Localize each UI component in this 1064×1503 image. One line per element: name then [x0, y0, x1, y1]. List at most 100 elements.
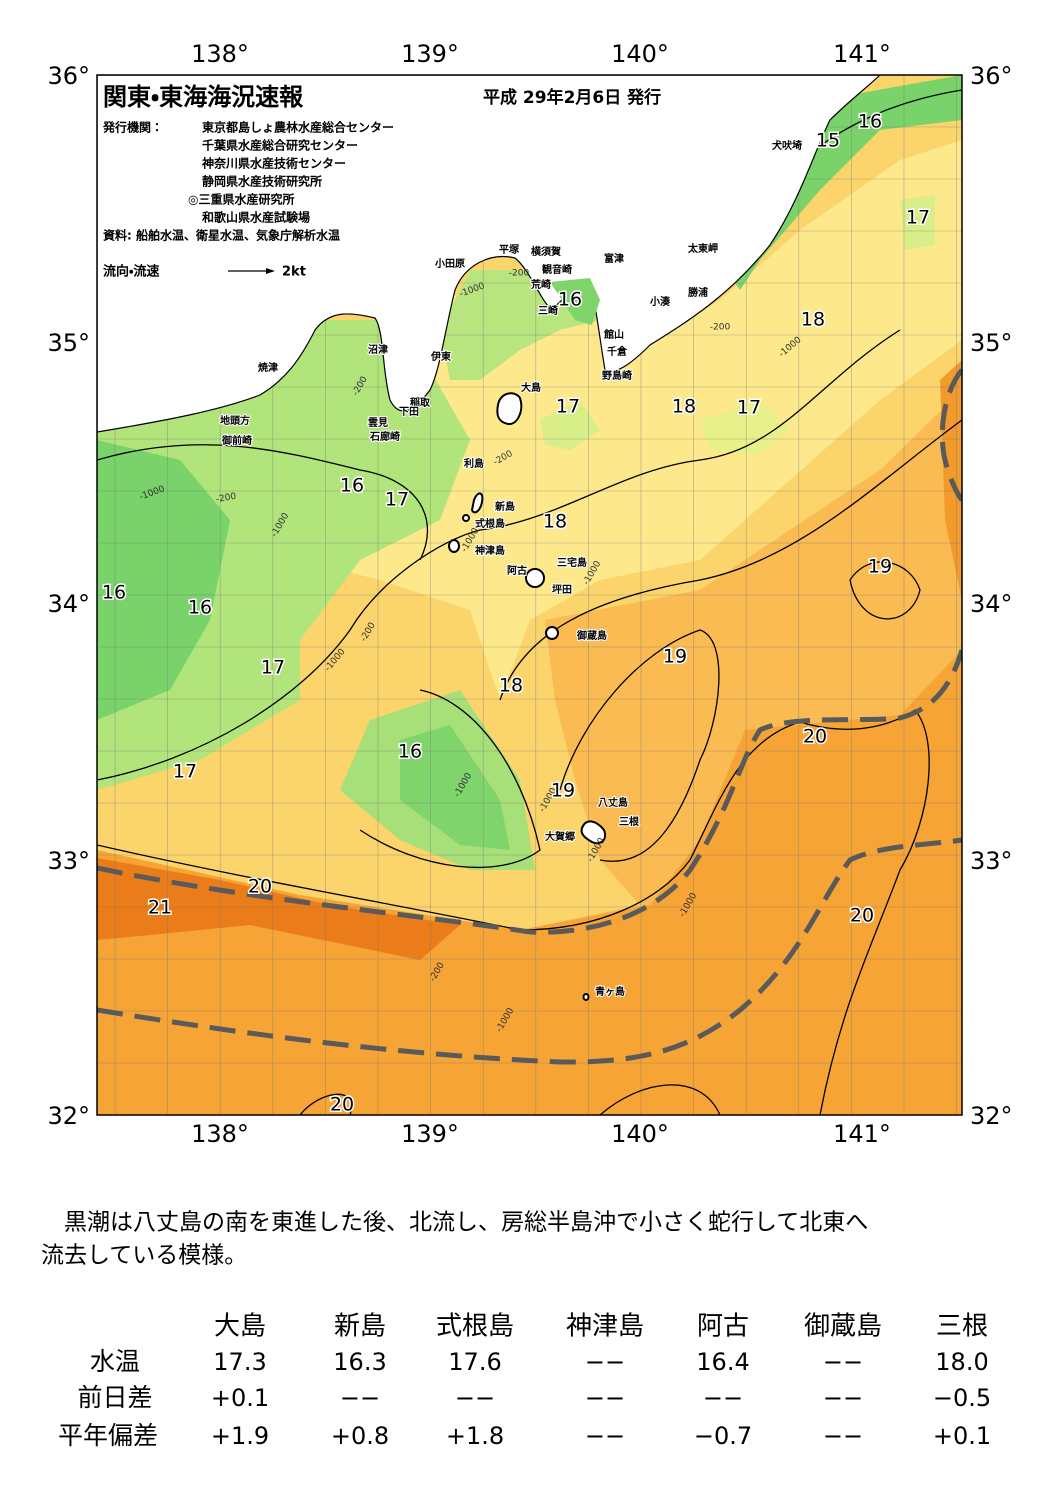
temperature-label: 18 [543, 511, 567, 533]
table-cell: +0.1 [211, 1384, 269, 1412]
temperature-label: 18 [801, 309, 825, 331]
temperature-label: 16 [102, 582, 126, 604]
lon-label: 140° [611, 1120, 669, 1148]
place-name: 坪田 [552, 583, 572, 596]
place-name: 荒崎 [530, 278, 551, 291]
table-cell: −− [585, 1422, 625, 1450]
map-area: -200-1000-200-1000-200-200-1000 -200-1000… [97, 75, 962, 1115]
place-name: 平塚 [499, 243, 520, 256]
sources: 資料: 船舶水温、衛星水温、気象庁解析水温 [103, 228, 340, 243]
kuroshio-axis-line [97, 649, 962, 935]
cool-water [700, 400, 790, 455]
colder-water [400, 725, 510, 850]
row-label: 水温 [90, 1347, 140, 1376]
place-name: 青ヶ島 [595, 985, 625, 998]
table-cell: 17.3 [213, 1348, 266, 1376]
isotherms [97, 89, 962, 1115]
map-frame [96, 74, 963, 1116]
temperature-label: 17 [385, 489, 409, 511]
place-name: 雲見 [368, 417, 388, 429]
map-title: 関東・東海海況速報 [103, 83, 304, 111]
place-name: 観音崎 [542, 263, 572, 276]
lon-label: 141° [833, 40, 891, 68]
place-name: 横須賀 [531, 245, 561, 258]
table-cell: 18.0 [935, 1348, 988, 1376]
temperature-label: 19 [868, 556, 892, 578]
temperature-label: 16 [398, 741, 422, 763]
place-name: 式根島 [475, 517, 505, 530]
table-cell: 16.4 [696, 1348, 749, 1376]
table-cell: −0.5 [933, 1384, 991, 1412]
lon-label: 139° [401, 40, 459, 68]
lat-label: 32° [970, 1102, 1013, 1130]
issue-date: 平成 29年2月6日 発行 [483, 87, 661, 108]
isotherm [359, 689, 541, 869]
column-header: 新島 [334, 1312, 386, 1342]
issuer-list: 東京都島しょ農林水産総合センター千葉県水産総合研究センター神奈川県水産技術センタ… [188, 120, 394, 225]
table-cell: −− [823, 1384, 863, 1412]
temperature-label: 17 [556, 396, 580, 418]
place-name: 大賀郷 [545, 830, 575, 843]
island [580, 820, 606, 845]
place-name: 伊東 [430, 350, 451, 363]
place-name: 利島 [464, 457, 484, 470]
island [582, 993, 590, 1001]
depth-label: -200 [710, 323, 731, 333]
lon-label: 141° [833, 1120, 891, 1148]
table-cell: −− [340, 1384, 380, 1412]
table-cell: −− [455, 1384, 495, 1412]
table-cell: −− [823, 1348, 863, 1376]
place-name: 焼津 [258, 361, 278, 374]
table-cell: +1.8 [446, 1422, 504, 1450]
place-name: 御蔵島 [576, 629, 607, 642]
axis-labels: 138° 138° 139° 139° 140° 140° 141° 141° 36° 36° 35… [47, 40, 1012, 1148]
issuer-label: 発行機関： [102, 120, 163, 135]
issuer: 千葉県水産総合研究センター [202, 138, 358, 153]
colder-water [97, 440, 230, 720]
place-name: 三崎 [538, 304, 558, 317]
place-name: 八丈島 [598, 796, 628, 809]
temperature-label: 16 [340, 475, 364, 497]
place-name: 三宅島 [557, 556, 587, 569]
cool-water [900, 195, 935, 250]
temperature-label: 17 [261, 657, 285, 679]
place-name: 犬吠埼 [772, 139, 802, 152]
legend-arrowhead [266, 268, 275, 274]
temperature-label: 20 [850, 905, 874, 927]
lat-label: 36° [47, 62, 90, 90]
place-name: 下田 [399, 406, 419, 418]
row-label: 前日差 [77, 1383, 152, 1412]
column-header: 大島 [214, 1312, 266, 1342]
temperature-label: 15 [816, 130, 840, 152]
lat-label: 35° [47, 329, 90, 357]
column-header: 式根島 [436, 1312, 514, 1342]
island [476, 458, 484, 468]
table-cell: 16.3 [333, 1348, 386, 1376]
table-cell: −0.7 [694, 1422, 752, 1450]
issuer: ◎三重県水産研究所 [188, 192, 294, 207]
land [97, 75, 881, 433]
place-name: 阿古 [507, 564, 527, 577]
description-line: 流去している模様。 [41, 1243, 247, 1269]
place-name: 野島崎 [602, 369, 632, 382]
place-name: 勝浦 [688, 286, 708, 299]
lat-label: 33° [970, 847, 1013, 875]
issuer: 和歌山県水産試験場 [201, 210, 310, 225]
legend-speed: 2kt [282, 265, 306, 280]
lon-label: 138° [191, 40, 249, 68]
isotherm [499, 419, 962, 701]
table-cell: −− [703, 1384, 743, 1412]
lat-label: 32° [47, 1102, 90, 1130]
temperature-label: 18 [672, 396, 696, 418]
lat-label: 33° [47, 847, 90, 875]
temperature-labels: 15 16 17 16 18 17 18 17 16 17 18 19 16 16 17 19 18 20 16 17… [100, 109, 931, 1115]
lat-label: 34° [970, 590, 1013, 618]
temperature-label: 17 [173, 761, 197, 783]
place-name: 石廊崎 [369, 430, 400, 443]
issuer: 神奈川県水産技術センター [201, 156, 346, 171]
temperature-label: 16 [858, 111, 882, 133]
place-name: 太東岬 [687, 242, 718, 255]
isotherm [299, 1084, 721, 1115]
